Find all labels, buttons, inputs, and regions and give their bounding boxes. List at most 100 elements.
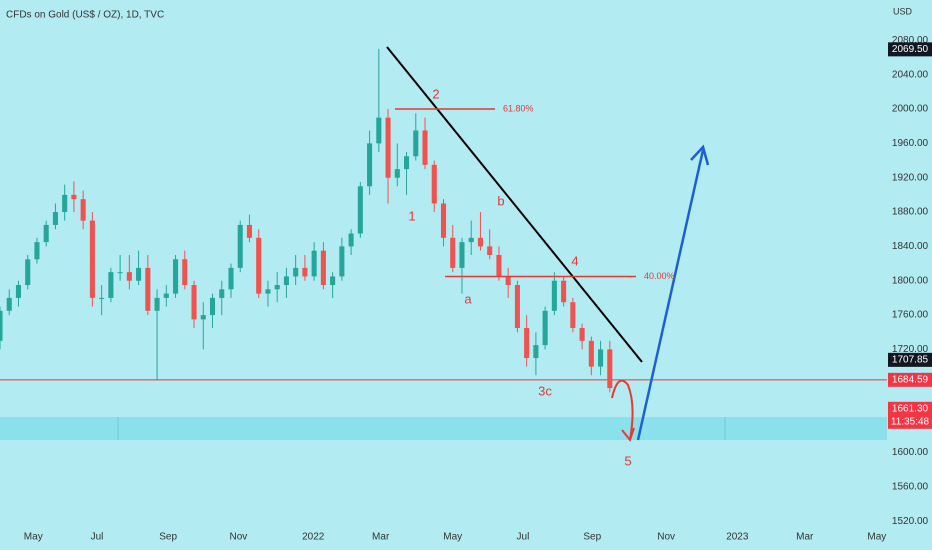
x-tick-label: May [443,532,462,543]
candle-body [163,293,169,298]
zone-rect [0,417,887,440]
wave-arrow-head [621,427,635,443]
fib-label: 61.80% [503,103,534,113]
candle-body [561,280,567,303]
wave-label: 2 [432,86,439,101]
candle-body [108,272,114,298]
candle-body [52,212,58,225]
y-tick-label: 1840.00 [892,241,929,252]
x-tick-label: Mar [372,532,390,543]
candle-body [551,280,557,311]
y-tick-label: 1760.00 [892,310,929,321]
y-tick-label: 1960.00 [892,138,929,149]
fib-label: 40.00% [644,271,675,281]
price-box-label: 1661.30 [892,403,929,414]
candle-body [71,194,77,200]
x-tick-label: Jul [517,532,530,543]
candle-body [588,340,594,367]
price-box-label: 2069.50 [892,44,929,55]
x-tick-label: May [867,532,886,543]
y-tick-label: 2000.00 [892,104,929,115]
plot-area [0,48,887,393]
candle-body [542,310,548,346]
candle-body [15,285,22,298]
x-tick-label: 2023 [726,532,749,543]
candle-body [209,297,216,316]
candle-body [376,117,382,144]
y-tick-label: 2080.00 [892,35,929,46]
candle-body [265,289,271,294]
candle-body [6,297,12,311]
candle-body [459,242,465,268]
candle-body [450,237,456,268]
projection-arrow [636,149,705,441]
candle-body [182,259,188,286]
wave-label: b [497,193,504,208]
candle-body [422,130,428,165]
candle-body [283,276,289,286]
candle-body [62,194,68,213]
chart-title: CFDs on Gold (US$ / OZ), 1D, TVC [6,10,164,21]
candle-body [89,220,95,298]
candle-body [43,224,49,243]
candle-body [126,272,132,281]
y-tick-label: 1920.00 [892,172,929,183]
arrow-head [690,144,710,166]
candle-body [80,199,86,221]
candle-body [477,237,483,247]
candle-body [302,267,308,277]
price-box-label: 1707.85 [892,354,929,365]
candle-body [25,259,31,286]
wave-label: a [464,291,472,306]
candle-body [34,242,40,260]
candle-body [274,285,280,290]
candle-body [311,250,317,277]
x-tick-label: 2022 [302,532,325,543]
candle-body [246,224,253,238]
x-tick-label: Nov [657,532,675,543]
candle-body [514,285,520,328]
x-tick-label: Sep [583,532,601,543]
x-tick-label: May [24,532,43,543]
candle-body [367,143,373,187]
trend-line [386,46,643,363]
candle-body [394,169,400,178]
candle-body [524,327,530,359]
y-axis-label: USD [893,6,913,16]
wave-label: 4 [571,253,578,268]
candle-body [293,267,299,277]
y-tick-label: 1600.00 [892,447,929,458]
candle-body [413,130,419,157]
candle-body [339,246,345,277]
y-tick-label: 2040.00 [892,69,929,80]
wave-label: 1 [408,208,415,223]
candle-body [200,315,206,320]
candle-body [136,267,142,281]
y-tick-label: 1720.00 [892,344,929,355]
candle-body [348,233,354,247]
wave-arrow [611,379,634,441]
candle-body [228,267,234,290]
candle-body [570,302,576,328]
x-tick-label: Sep [159,532,177,543]
candle-body [487,246,493,255]
candle-body [191,285,197,320]
price-box-label: 1684.59 [892,374,929,385]
candle-body [431,164,437,204]
price-box [888,352,932,367]
candle-body [533,345,539,359]
candle-body [99,297,105,299]
y-tick-label: 1520.00 [892,516,929,527]
x-tick-label: Jul [91,532,104,543]
wave-label: 3c [538,383,552,398]
price-box [888,42,932,57]
candle-body [505,276,511,286]
wave-label: 5 [624,453,631,468]
candle-body [607,349,613,389]
support-zone [0,417,887,440]
candle-body [496,254,502,277]
x-tick-label: Nov [229,532,247,543]
candle-body [440,203,447,238]
